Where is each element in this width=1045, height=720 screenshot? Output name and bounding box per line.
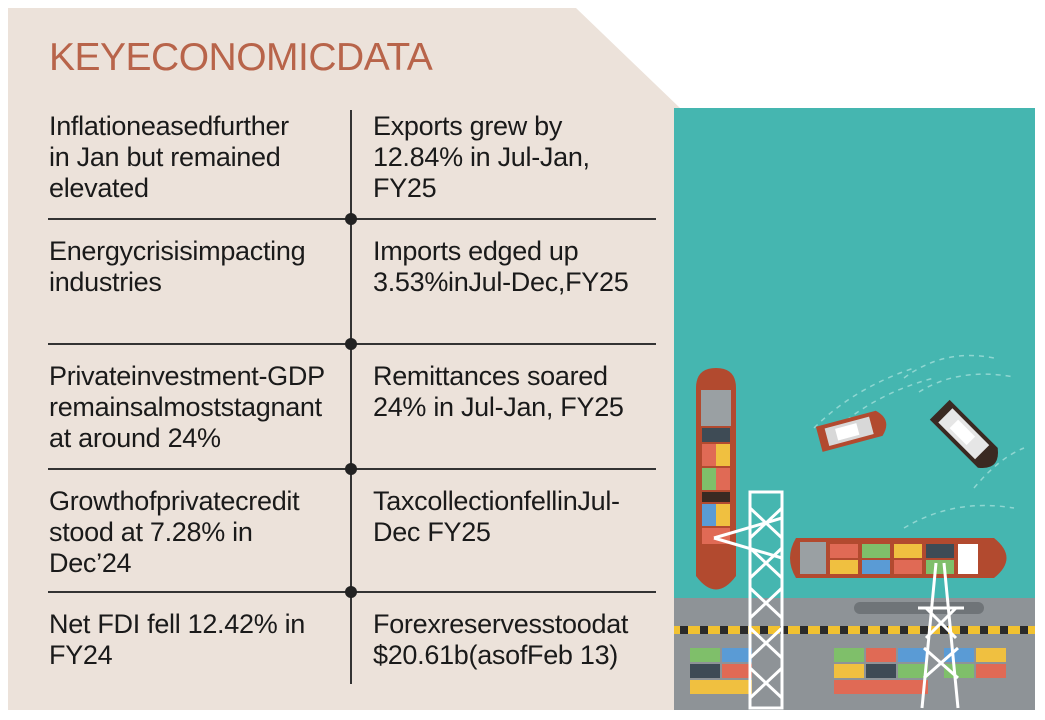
small-boat [929, 399, 999, 469]
remittances-item: Remittances soared 24% in Jul-Jan, FY25 [373, 361, 624, 422]
divider-dot [345, 586, 357, 598]
divider-dot [345, 213, 357, 225]
port-illustration-svg [674, 108, 1035, 710]
dock-edge-stripe [674, 626, 1035, 634]
net-fdi-item: Net FDI fell 12.42% in FY24 [49, 609, 306, 670]
dock-containers [690, 648, 1006, 694]
data-grid: Inflationeasedfurther in Jan but remaine… [48, 96, 656, 696]
crane [713, 490, 784, 710]
container-ship-vertical [696, 368, 736, 590]
private-investment-item: Privateinvestment-GDP remainsalmoststagn… [49, 361, 325, 453]
private-credit-item: Growthofprivatecredit stood at 7.28% in … [49, 486, 300, 578]
inflation-item: Inflationeasedfurther in Jan but remaine… [49, 111, 289, 203]
exports-item: Exports grew by 12.84% in Jul-Jan, FY25 [373, 111, 590, 203]
divider-dot [345, 338, 357, 350]
page-title: KEYECONOMICDATA [49, 36, 433, 79]
crane [918, 562, 964, 709]
energy-crisis-item: Energycrisisimpacting industries [49, 236, 306, 297]
container-ship-horizontal [790, 538, 1007, 578]
divider-dot [345, 463, 357, 475]
forex-reserves-item: Forexreservesstoodat $20.61b(asofFeb 13) [373, 609, 629, 670]
port-illustration [674, 108, 1035, 710]
column-divider [350, 110, 352, 684]
dock-edge-hatching [680, 626, 1028, 634]
tax-collection-item: TaxcollectionfellinJul- Dec FY25 [373, 486, 620, 547]
imports-item: Imports edged up 3.53%inJul-Dec,FY25 [373, 236, 629, 297]
small-boat [815, 410, 887, 452]
